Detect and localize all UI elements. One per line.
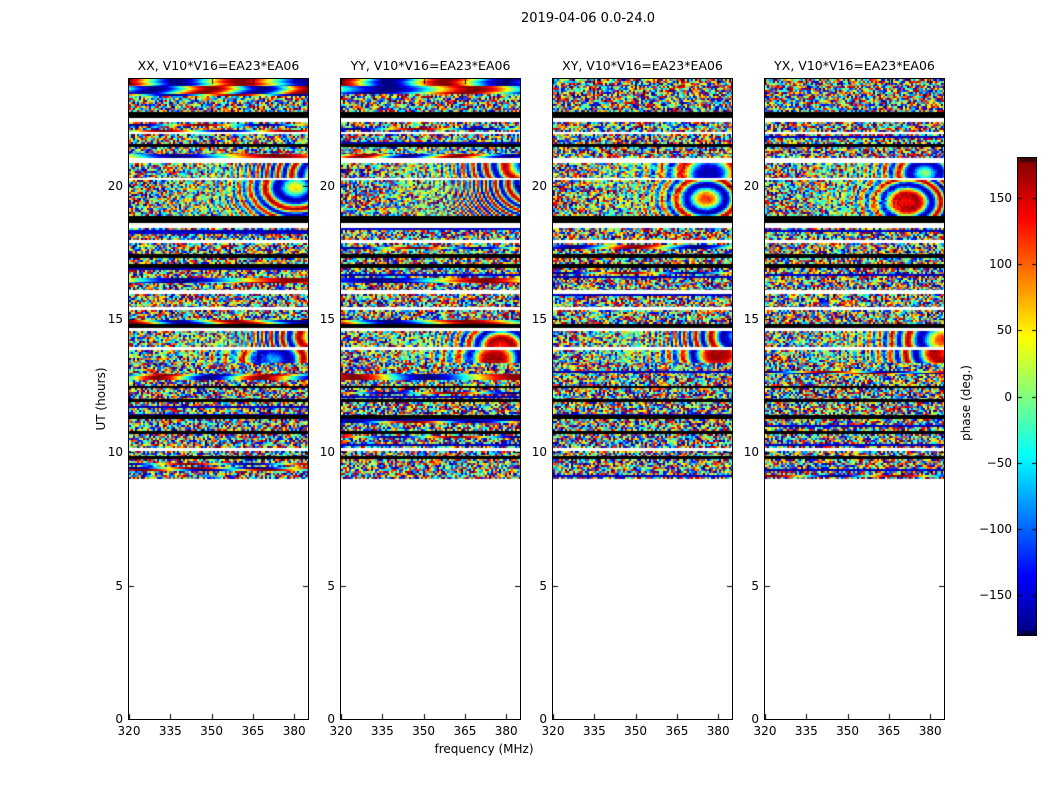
x-tick-label: 365 — [241, 724, 265, 738]
phase-waterfall-YY — [340, 78, 521, 720]
x-tick-label: 350 — [412, 724, 436, 738]
x-tick-label: 320 — [117, 724, 141, 738]
panel-title: XX, V10*V16=EA23*EA06 — [137, 58, 300, 73]
phase-waterfall-XX — [128, 78, 309, 720]
y-tick-label: 20 — [107, 178, 123, 193]
y-tick-label: 20 — [319, 178, 335, 193]
colorbar-tick-label: 0 — [1004, 389, 1012, 404]
x-tick-label: 335 — [370, 724, 394, 738]
y-tick-label: 5 — [327, 578, 335, 593]
panel-title: YY, V10*V16=EA23*EA06 — [350, 58, 511, 73]
colorbar-tick-label: 100 — [989, 257, 1012, 271]
y-tick-label: 0 — [115, 712, 123, 726]
x-tick-label: 320 — [329, 724, 353, 738]
x-tick-label: 335 — [794, 724, 818, 738]
x-tick-label: 350 — [624, 724, 648, 738]
y-tick-label: 0 — [751, 712, 759, 726]
x-tick-label: 335 — [158, 724, 182, 738]
x-tick-label: 380 — [494, 724, 518, 738]
x-tick-label: 380 — [706, 724, 730, 738]
colorbar — [1017, 157, 1037, 636]
x-tick-label: 320 — [541, 724, 565, 738]
phase-waterfall-XY — [552, 78, 733, 720]
colorbar-tick-label: −50 — [986, 455, 1012, 470]
y-tick-label: 10 — [743, 445, 759, 460]
x-tick-label: 350 — [200, 724, 224, 738]
colorbar-tick-label: −100 — [979, 522, 1012, 536]
y-tick-label: 10 — [107, 445, 123, 460]
y-axis-label: UT (hours) — [94, 367, 108, 431]
y-tick-label: 15 — [319, 312, 335, 326]
y-tick-label: 15 — [743, 312, 759, 326]
phase-waterfall-YX — [764, 78, 945, 720]
x-tick-label: 380 — [918, 724, 942, 738]
y-tick-label: 10 — [319, 445, 335, 460]
x-tick-label: 350 — [836, 724, 860, 738]
x-tick-label: 335 — [582, 724, 606, 738]
y-tick-label: 10 — [531, 445, 547, 460]
panel-title: YX, V10*V16=EA23*EA06 — [774, 58, 935, 73]
y-tick-label: 0 — [327, 712, 335, 726]
panel-title: XY, V10*V16=EA23*EA06 — [562, 58, 723, 73]
y-tick-label: 0 — [539, 712, 547, 726]
colorbar-tick-label: 150 — [989, 190, 1012, 205]
y-tick-label: 5 — [751, 578, 759, 593]
x-tick-label: 365 — [453, 724, 477, 738]
x-tick-label: 365 — [877, 724, 901, 738]
colorbar-label: phase (deg.) — [959, 365, 973, 441]
colorbar-tick-label: 50 — [996, 323, 1012, 338]
x-axis-label: frequency (MHz) — [434, 742, 534, 756]
y-tick-label: 5 — [115, 578, 123, 593]
y-tick-label: 5 — [539, 578, 547, 593]
colorbar-tick-label: −150 — [979, 588, 1012, 603]
figure-title: 2019-04-06 0.0-24.0 — [521, 11, 655, 26]
y-tick-label: 15 — [531, 312, 547, 326]
x-tick-label: 365 — [665, 724, 689, 738]
x-tick-label: 320 — [753, 724, 777, 738]
x-tick-label: 380 — [282, 724, 306, 738]
y-tick-label: 20 — [743, 178, 759, 193]
y-tick-label: 15 — [107, 312, 123, 326]
y-tick-label: 20 — [531, 178, 547, 193]
